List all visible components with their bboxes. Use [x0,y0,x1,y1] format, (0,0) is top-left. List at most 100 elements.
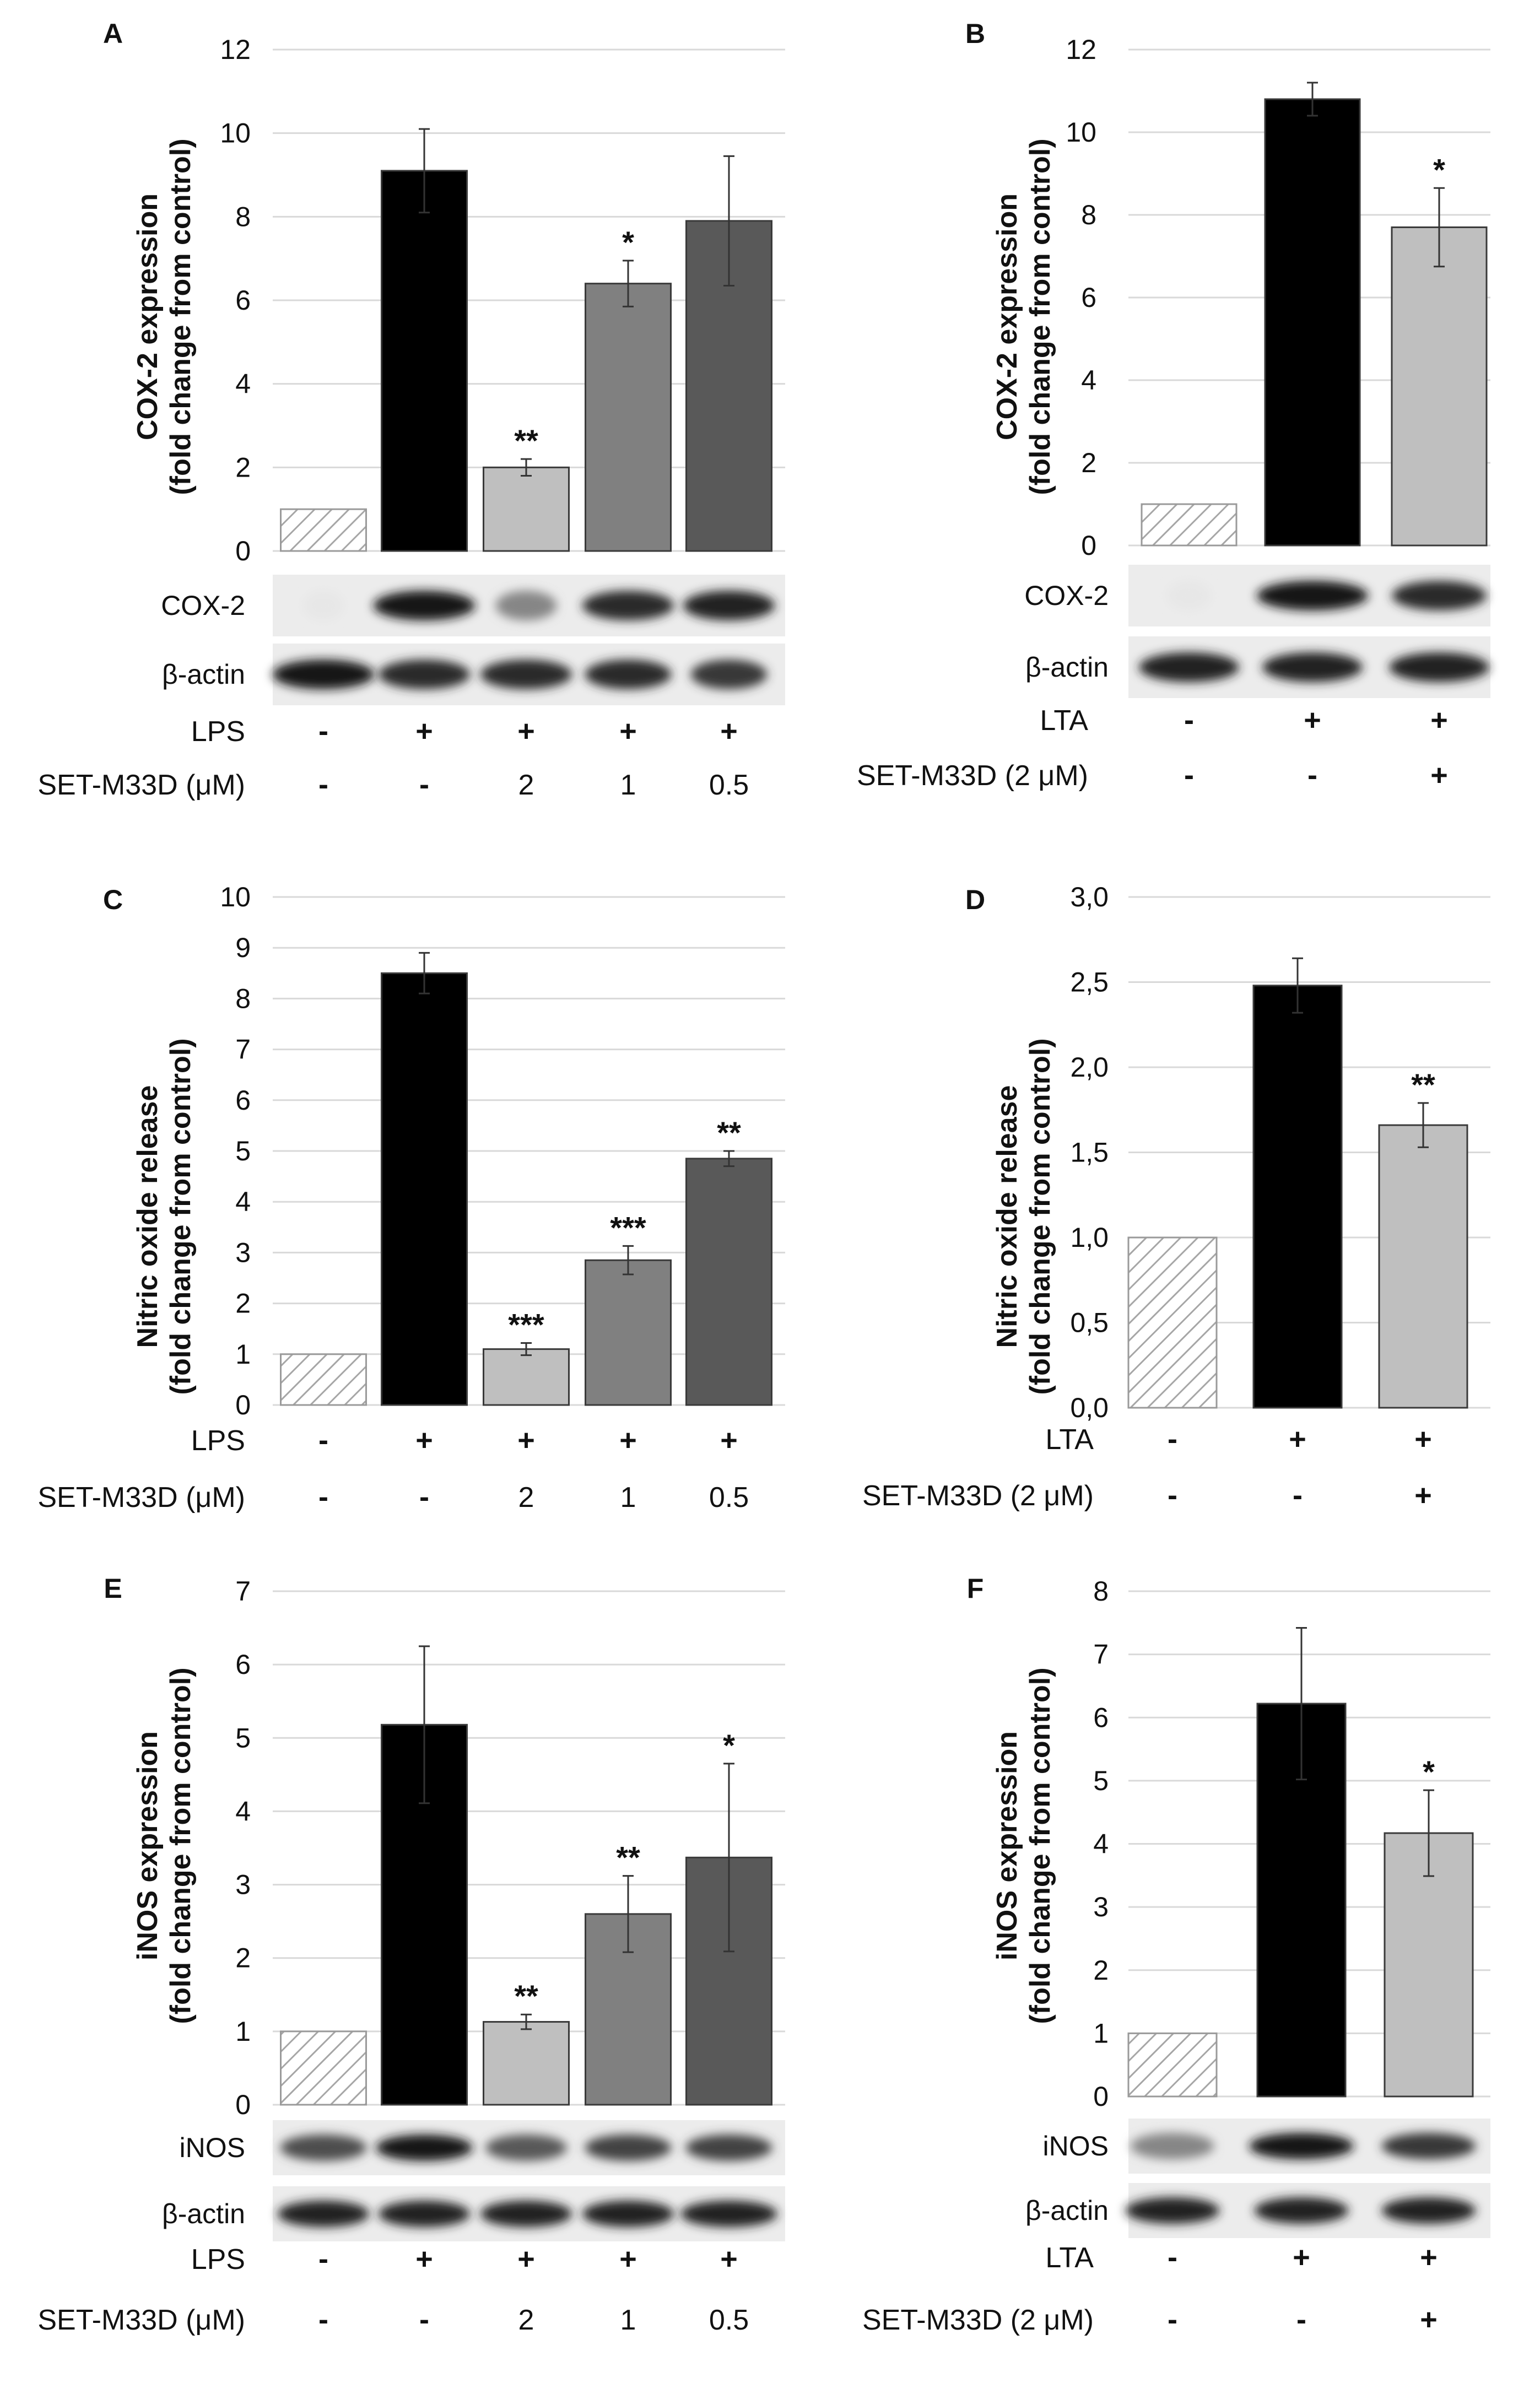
y-tick-label: 6 [235,1085,251,1116]
panel-D: D Nitric oxide release(fold change from c… [862,882,1490,1512]
blot-band [1254,2197,1349,2224]
bar [1127,1236,1218,1409]
y-tick-label: 10 [220,118,251,149]
blot-band [1139,652,1239,682]
y-tick-label: 0 [235,536,251,566]
blot-band [480,2201,572,2227]
y-axis-label-line: Nitric oxide release [991,1085,1023,1348]
bar [483,1348,570,1406]
significance-mark: * [622,225,634,260]
condition-value: - [318,1424,328,1457]
bar [585,283,672,552]
y-tick-label: 12 [220,34,251,65]
y-axis-label-line: (fold change from control) [1024,1667,1056,2024]
blot-band [280,2134,367,2161]
y-axis-label-line: (fold change from control) [165,1667,197,2024]
panel-B: B COX-2 expression(fold change from contr… [857,18,1490,792]
y-axis-label-line: (fold change from control) [1024,138,1056,495]
blot-band [1389,652,1489,682]
blot-label: COX-2 [1024,580,1109,611]
y-tick-label: 2 [235,452,251,483]
y-axis-label-line: iNOS expression [132,1731,164,1960]
condition-value: - [1307,759,1317,792]
condition-value: - [1184,759,1194,792]
bar [685,220,772,552]
condition-value: + [517,1424,535,1457]
condition-value: + [619,715,637,748]
condition-value: + [1420,2241,1438,2274]
condition-value: + [1289,1423,1306,1456]
bar [1264,98,1361,547]
y-tick-label: 4 [1081,365,1096,396]
panel-letter: B [965,18,985,49]
blot-label: iNOS [1043,2131,1109,2161]
bar [381,972,468,1406]
blot-band [378,2201,471,2227]
y-tick-label: 2 [235,1288,251,1319]
y-tick-label: 1,5 [1070,1137,1109,1168]
blot-band [485,2134,567,2161]
y-axis-label-line: (fold change from control) [165,138,197,495]
y-tick-label: 12 [1066,34,1096,65]
blot-band [378,660,471,689]
y-tick-label: 7 [1093,1639,1109,1670]
blot-band [373,591,475,620]
bar [685,1158,772,1406]
condition-label: LTA [1040,705,1088,737]
blot-band [1131,2133,1214,2159]
bar [585,1259,672,1406]
y-tick-label: 5 [235,1136,251,1166]
condition-value: + [517,2242,535,2276]
condition-label: LPS [191,716,245,748]
y-tick-label: 6 [235,1649,251,1680]
blot-band [1249,2133,1354,2159]
y-axis-label: Nitric oxide release(fold change from co… [132,1038,197,1395]
blot-band [376,2134,473,2161]
condition-value: - [419,768,429,801]
bar [483,2021,570,2106]
significance-mark: * [1423,1754,1435,1789]
y-tick-label: 1,0 [1070,1222,1109,1253]
blot-strip [1128,2119,1490,2174]
y-tick-label: 10 [1066,117,1096,148]
y-axis-label: iNOS expression(fold change from control… [132,1667,197,2024]
y-tick-label: 0,5 [1070,1307,1109,1338]
blot-band [480,660,572,689]
condition-value: - [1168,2303,1177,2336]
blot-band [1125,2197,1220,2224]
condition-value: - [1293,1479,1303,1512]
bar [1391,226,1488,547]
condition-label: SET-M33D (μM) [37,2304,245,2336]
significance-mark: *** [508,1307,544,1342]
y-axis-label-line: COX-2 expression [991,193,1023,440]
bar [1127,2032,1218,2098]
condition-value: 0.5 [709,2304,749,2336]
y-tick-label: 5 [235,1722,251,1753]
blot-band [585,2134,672,2161]
blot-band [1392,581,1487,610]
significance-mark: ** [514,423,538,458]
blot-band [1166,581,1212,610]
y-tick-label: 5 [1093,1765,1109,1796]
condition-value: + [1414,1423,1432,1456]
condition-value: + [1430,759,1448,792]
condition-value: - [318,1480,328,1514]
condition-value: + [517,715,535,748]
y-axis-label-line: iNOS expression [991,1731,1023,1960]
condition-value: + [1420,2303,1438,2336]
y-tick-label: 3,0 [1070,882,1109,912]
y-tick-label: 6 [235,285,251,316]
significance-mark: * [1433,152,1445,187]
panel-letter: C [103,884,123,915]
blot-band [582,2201,674,2227]
condition-value: 0.5 [709,1482,749,1514]
condition-value: 1 [620,2304,636,2336]
condition-value: + [720,1424,738,1457]
condition-label: SET-M33D (2 μM) [862,1480,1094,1512]
condition-value: - [1296,2303,1306,2336]
panel-letter: F [967,1573,984,1604]
condition-value: + [1293,2241,1310,2274]
condition-label: LPS [191,1425,245,1457]
y-tick-label: 3 [1093,1892,1109,1922]
y-tick-label: 4 [235,1186,251,1217]
